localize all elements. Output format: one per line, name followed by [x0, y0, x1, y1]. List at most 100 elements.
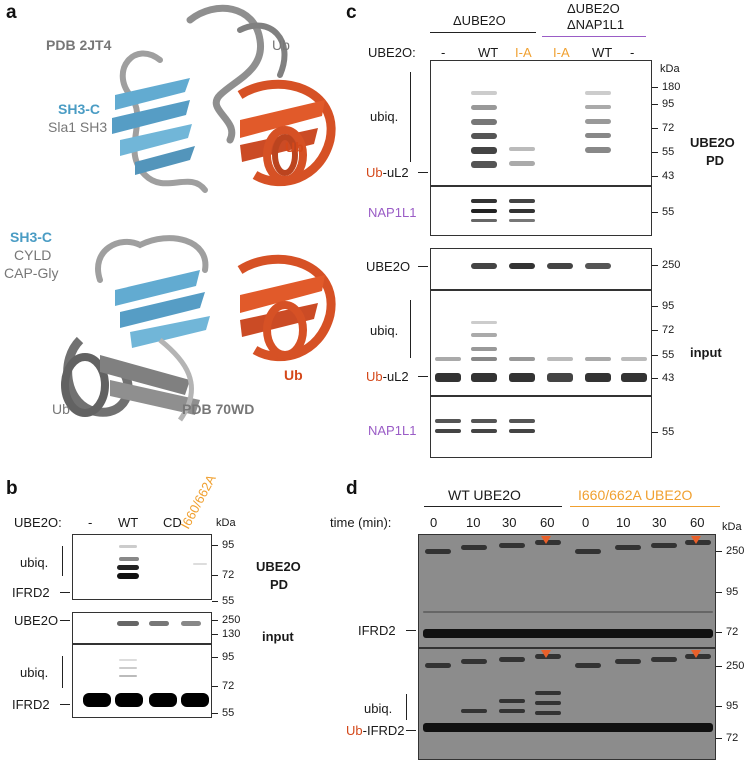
d-kda: kDa — [722, 521, 742, 533]
cyld-label: CYLD — [14, 247, 52, 263]
b-pd-m72: 72 — [222, 569, 235, 581]
b-pd-m55: 55 — [222, 595, 235, 607]
d-top-m72: 72 — [726, 626, 739, 638]
c-group2-l2: ΔNAP1L1 — [567, 17, 625, 32]
d-bot-m250: 250 — [726, 660, 745, 672]
panel-label-a: a — [6, 2, 17, 23]
b-in-ubiq: ubiq. — [20, 665, 49, 680]
c-pd-title1: UBE2O — [690, 135, 735, 150]
d-bot-m95: 95 — [726, 700, 739, 712]
c-pd-nap1l1-blot — [430, 186, 652, 236]
d-time-0b: 0 — [582, 515, 590, 530]
d-time-10a: 10 — [466, 515, 481, 530]
d-bot-ubiq: ubiq. — [364, 701, 393, 716]
d-time-10b: 10 — [616, 515, 631, 530]
c-pd-blot — [430, 60, 652, 186]
b-in-m72: 72 — [222, 680, 235, 692]
d-top-m250: 250 — [726, 545, 745, 557]
b-lane-i660: I660/662A — [177, 472, 219, 532]
b-kda-label: kDa — [216, 517, 236, 529]
b-lane-wt: WT — [118, 515, 139, 530]
d-group1: WT UBE2O — [448, 487, 521, 503]
ribbon-structures-image — [61, 4, 336, 422]
panel-label-c: c — [346, 2, 357, 23]
c-group1: ΔUBE2O — [453, 13, 506, 28]
c-group2-l1: ΔUBE2O — [567, 1, 620, 16]
d-time-30a: 30 — [502, 515, 517, 530]
c-lane-2: WT — [478, 45, 499, 60]
c-pd-m180: 180 — [662, 81, 681, 93]
c-input-nap1l1-blot — [430, 396, 652, 458]
pdb-70wd-label: PDB 70WD — [182, 401, 255, 417]
c-kda: kDa — [660, 63, 680, 75]
c-input-ubiq-blot — [430, 290, 652, 396]
b-in-m55: 55 — [222, 707, 235, 719]
d-top-gel — [418, 534, 716, 648]
c-in-ube2o: UBE2O — [366, 259, 411, 274]
d-top-ifrd2: IFRD2 — [358, 623, 396, 638]
b-in-m95: 95 — [222, 651, 235, 663]
sh3c-bottom-label: SH3-C — [10, 229, 53, 245]
b-lane-cd: CD — [163, 515, 182, 530]
c-in-m72: 72 — [662, 324, 675, 336]
c-in-nap1l1: NAP1L1 — [368, 423, 417, 438]
b-pd-ubiq: ubiq. — [20, 555, 49, 570]
panel-label-b: b — [6, 478, 18, 499]
c-pd-m95: 95 — [662, 98, 675, 110]
b-in-m250: 250 — [222, 614, 241, 626]
d-time-60a: 60 — [540, 515, 555, 530]
ub-top-red-label: Ub — [285, 139, 304, 155]
sh3c-top-label: SH3-C — [58, 101, 101, 117]
b-pd-title2: PD — [270, 577, 289, 592]
pdb-2jt4-label: PDB 2JT4 — [46, 37, 112, 53]
b-in-m130: 130 — [222, 628, 241, 640]
d-group2: I660/662A UBE2O — [578, 487, 693, 503]
d-bot-m72: 72 — [726, 732, 739, 744]
c-lane-6: - — [630, 45, 635, 60]
c-pd-ubiq: ubiq. — [370, 109, 399, 124]
c-lane-1: - — [441, 45, 446, 60]
d-time-30b: 30 — [652, 515, 667, 530]
panel-a-structures — [40, 0, 340, 460]
c-in-title: input — [690, 345, 722, 360]
b-input-ube2o-blot — [72, 612, 212, 644]
ub-bottom-red-label: Ub — [284, 367, 303, 383]
b-pd-blot — [72, 534, 212, 600]
b-in-title: input — [262, 629, 294, 644]
d-time-label: time (min): — [330, 515, 392, 530]
c-lane-5: WT — [592, 45, 613, 60]
c-in-m95: 95 — [662, 300, 675, 312]
b-in-ifrd2: IFRD2 — [12, 697, 50, 712]
b-pd-title1: UBE2O — [256, 559, 301, 574]
b-ube2o-label: UBE2O: — [14, 515, 62, 530]
c-lane-3: I-A — [515, 45, 532, 60]
c-pd-m55: 55 — [662, 146, 675, 158]
c-in-nap-m55: 55 — [662, 426, 675, 438]
b-input-ifrd2-blot — [72, 644, 212, 718]
c-lane-4: I-A — [553, 45, 570, 60]
sla1-sh3-label: Sla1 SH3 — [48, 119, 108, 135]
ub-bottom-gray-label: Ub — [52, 401, 70, 417]
b-lane-minus: - — [88, 515, 93, 530]
d-time-0a: 0 — [430, 515, 438, 530]
c-in-m55: 55 — [662, 349, 675, 361]
c-pd-title2: PD — [706, 153, 725, 168]
c-in-m250: 250 — [662, 259, 681, 271]
c-pd-m43: 43 — [662, 170, 675, 182]
d-top-m95: 95 — [726, 586, 739, 598]
c-in-ubiq: ubiq. — [370, 323, 399, 338]
b-pd-ifrd2: IFRD2 — [12, 585, 50, 600]
cap-gly-label: CAP-Gly — [4, 265, 59, 281]
c-input-ube2o-blot — [430, 248, 652, 290]
b-in-ube2o: UBE2O — [14, 613, 59, 628]
d-bottom-gel — [418, 648, 716, 760]
panel-label-d: d — [346, 478, 358, 499]
c-in-m43: 43 — [662, 372, 675, 384]
c-pd-ubul2: Ub-uL2 — [366, 165, 409, 180]
c-ube2o-label: UBE2O: — [368, 45, 416, 60]
c-pd-nap1l1: NAP1L1 — [368, 205, 417, 220]
ub-top-gray-label: Ub — [272, 37, 290, 53]
c-in-ubul2: Ub-uL2 — [366, 369, 409, 384]
b-pd-m95: 95 — [222, 539, 235, 551]
d-bot-ub-ifrd2: Ub-IFRD2 — [346, 723, 405, 738]
